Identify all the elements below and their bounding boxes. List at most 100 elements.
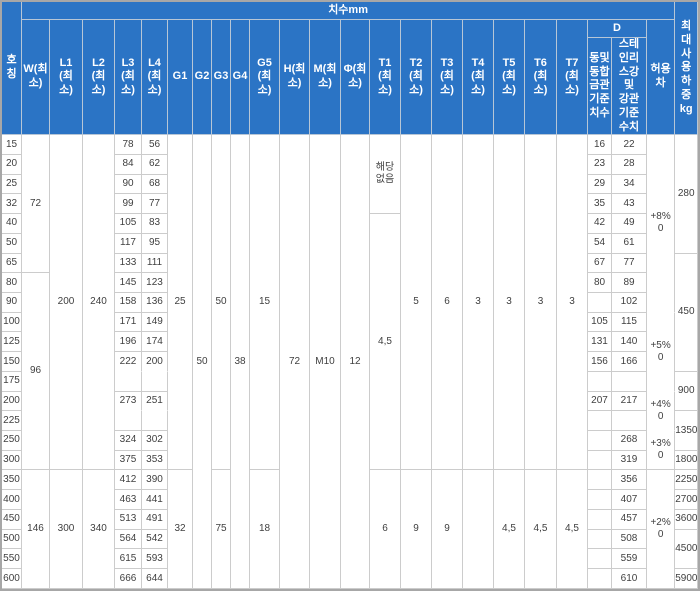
cell-w-80: 96	[22, 273, 50, 471]
cell-l1-350: 300	[50, 470, 83, 589]
cell-l4-225	[142, 411, 168, 432]
cell-l3-100: 171	[115, 312, 142, 333]
header-phi: Φ(최 소)	[341, 20, 370, 136]
cell-size-15: 15	[2, 135, 22, 155]
cell-l3-350: 412	[115, 470, 142, 491]
cell-g3-350: 75	[212, 470, 231, 589]
table-row-32: 32 99 77 35 43	[2, 194, 698, 215]
cell-d2-65: 77	[612, 253, 647, 274]
cell-load-400: 2700	[675, 490, 698, 510]
cell-size-25: 25	[2, 174, 22, 195]
table-row-20: 20 84 62 23 28	[2, 154, 698, 175]
cell-size-300: 300	[2, 450, 22, 471]
cell-size-175: 175	[2, 371, 22, 392]
cell-d1-20: 23	[588, 154, 612, 175]
cell-l4-300: 353	[142, 450, 168, 471]
cell-load-600: 5900	[675, 569, 698, 589]
cell-l3-300: 375	[115, 450, 142, 471]
cell-t7-15: 3	[557, 135, 588, 471]
table-row-450: 450 513 491 457 3600	[2, 509, 698, 530]
cell-d2-600: 610	[612, 569, 647, 589]
header-d-group: D	[588, 20, 647, 38]
cell-tol-350: +2% 0	[647, 470, 676, 589]
cell-t1-40: 4,5	[370, 214, 401, 471]
cell-size-350: 350	[2, 470, 22, 491]
cell-size-600: 600	[2, 569, 22, 589]
cell-d1-32: 35	[588, 194, 612, 215]
header-g5: G5 (최 소)	[250, 20, 280, 136]
cell-l3-500: 564	[115, 529, 142, 550]
header-d-copper-alloy-pipe: 동및 동합 금관 기준 치수	[588, 38, 612, 136]
cell-l4-20: 62	[142, 154, 168, 175]
cell-l4-350: 390	[142, 470, 168, 491]
cell-d2-300: 319	[612, 450, 647, 471]
cell-l3-175	[115, 371, 142, 392]
cell-l3-550: 615	[115, 549, 142, 570]
cell-size-80: 80	[2, 273, 22, 293]
cell-load-225: 1350	[675, 411, 698, 451]
cell-phi-15: 12	[341, 135, 370, 589]
cell-load-175: 900	[675, 371, 698, 412]
cell-d1-80: 80	[588, 273, 612, 293]
cell-w-15: 72	[22, 135, 50, 274]
cell-d1-550	[588, 549, 612, 570]
cell-l4-40: 83	[142, 214, 168, 234]
cell-l1-15: 200	[50, 135, 83, 471]
cell-d1-600	[588, 569, 612, 589]
cell-t6-15: 3	[525, 135, 557, 471]
cell-d2-100: 115	[612, 312, 647, 333]
cell-g2-15: 50	[193, 135, 212, 589]
cell-size-225: 225	[2, 411, 22, 432]
cell-d2-50: 61	[612, 233, 647, 254]
cell-load-350: 2250	[675, 470, 698, 491]
cell-d1-300	[588, 450, 612, 471]
header-title-dimensions-mm: 치수mm	[22, 2, 676, 20]
table-row-65: 65 133 111 67 77 450	[2, 253, 698, 372]
table-row-80: 80 96 145 123 80 89	[2, 273, 698, 471]
header-tolerance: 허용 차	[647, 20, 676, 136]
cell-d2-80: 89	[612, 273, 647, 293]
header-g4: G4	[231, 20, 250, 136]
cell-tol-15: +8% 0	[647, 135, 676, 313]
table-row-90: 90 158 136 102	[2, 293, 698, 313]
header-w: W(최 소)	[22, 20, 50, 136]
header-d-stainless-steel-pipe: 스테 인리 스강 및 강관 기준 수치	[612, 38, 647, 136]
cell-t5-15: 3	[494, 135, 525, 471]
header-t4: T4 (최 소)	[463, 20, 494, 136]
cell-size-20: 20	[2, 154, 22, 175]
cell-d1-250	[588, 431, 612, 451]
header-m: M(최 소)	[310, 20, 341, 136]
header-t2: T2 (최 소)	[401, 20, 432, 136]
cell-load-15: 280	[675, 135, 698, 254]
cell-l4-175	[142, 371, 168, 392]
cell-size-32: 32	[2, 194, 22, 215]
header-g1: G1	[168, 20, 193, 136]
cell-l4-65: 111	[142, 253, 168, 274]
cell-l3-150: 222	[115, 352, 142, 372]
cell-size-200: 200	[2, 391, 22, 412]
cell-g3-15: 50	[212, 135, 231, 471]
cell-t2-15: 5	[401, 135, 432, 471]
cell-load-300: 1800	[675, 450, 698, 471]
cell-l4-32: 77	[142, 194, 168, 215]
header-max-working-load: 최 대 사 용 하 중 kg	[675, 2, 698, 136]
cell-l2-15: 240	[83, 135, 115, 471]
table-row-600: 600 666 644 610 5900	[2, 569, 698, 589]
cell-size-65: 65	[2, 253, 22, 274]
header-l2: L2 (최 소)	[83, 20, 115, 136]
cell-l4-150: 200	[142, 352, 168, 372]
cell-size-100: 100	[2, 312, 22, 333]
cell-d2-125: 140	[612, 332, 647, 353]
table-row-350: 350 146 300 340 412 390 32 75 18 6 9 9 4,5 4,5 4,5 356 +…	[2, 470, 698, 589]
cell-size-125: 125	[2, 332, 22, 353]
table-row-150: 150 222 200 156 166	[2, 352, 698, 372]
header-h: H(최 소)	[280, 20, 310, 136]
cell-d1-200: 207	[588, 391, 612, 412]
table-row-40: 40 105 83 4,5 42 49	[2, 214, 698, 471]
cell-l3-250: 324	[115, 431, 142, 451]
header-t6: T6 (최 소)	[525, 20, 557, 136]
header-t5: T5 (최 소)	[494, 20, 525, 136]
cell-l3-90: 158	[115, 293, 142, 313]
cell-d2-150: 166	[612, 352, 647, 372]
